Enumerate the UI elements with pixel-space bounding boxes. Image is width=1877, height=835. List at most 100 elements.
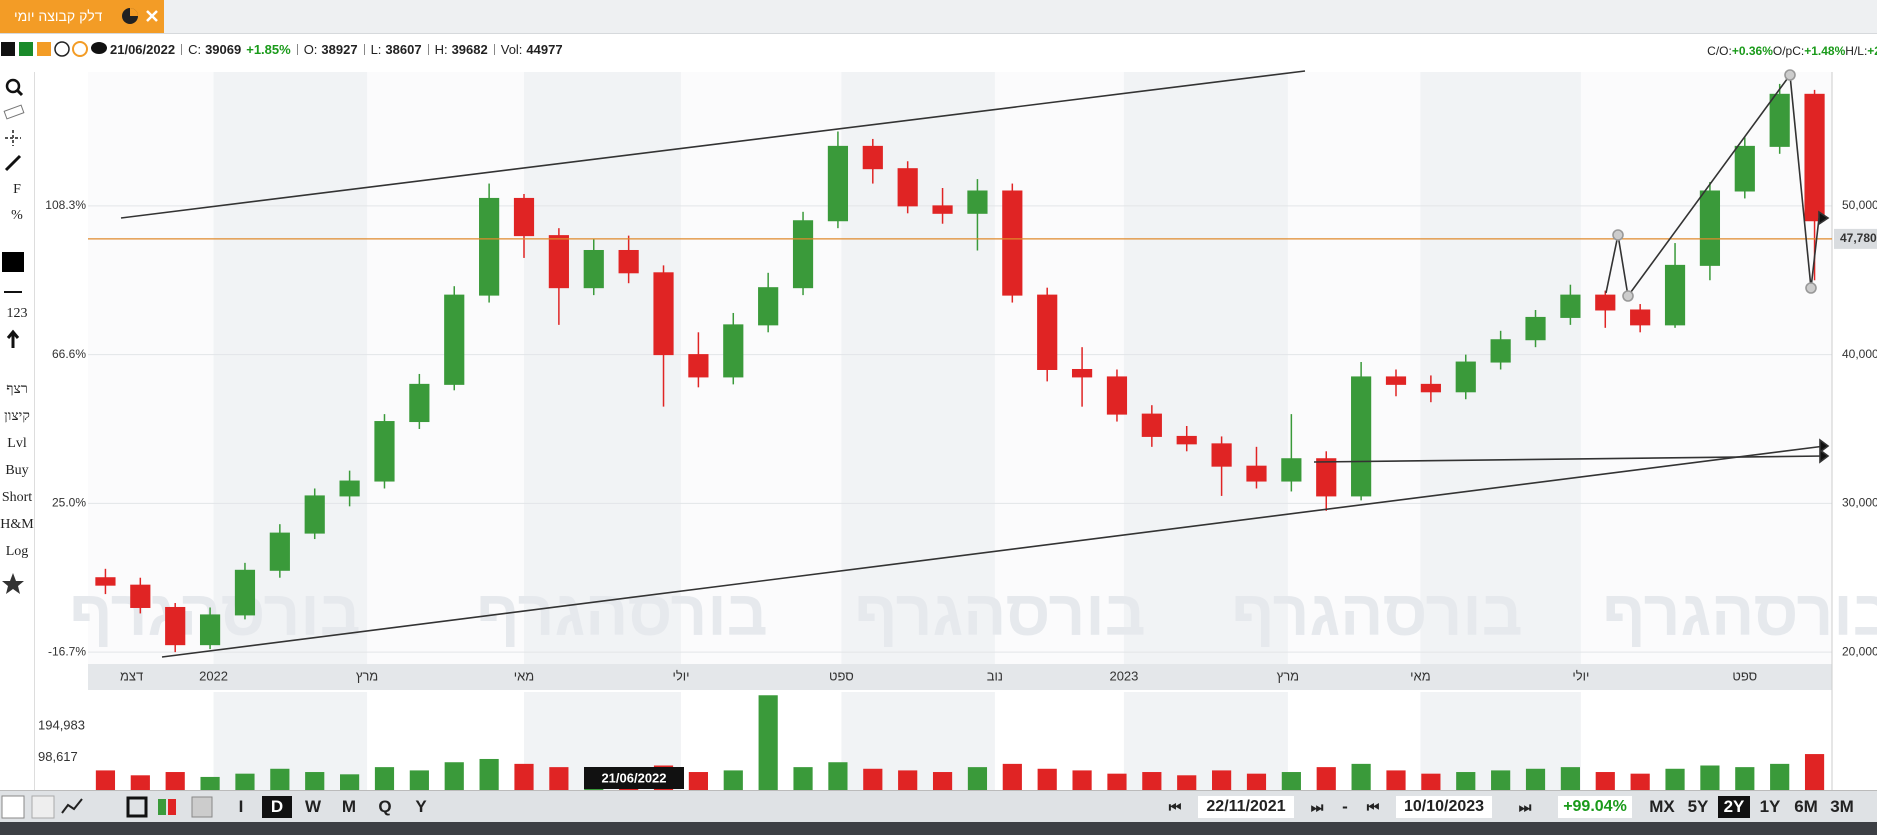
candle-body (688, 354, 709, 378)
ratio-label: H/L: (1845, 44, 1868, 58)
x-tick-label: נוב (987, 668, 1003, 683)
volume-bar (758, 695, 778, 790)
icon[interactable] (31, 795, 55, 819)
pie-icon[interactable] (120, 6, 140, 26)
icon[interactable] (61, 798, 83, 814)
candle-body (1490, 339, 1511, 363)
drawing-handle[interactable] (1612, 229, 1624, 241)
last-price-label: 47,780 (1840, 231, 1877, 245)
x-tick-label: מרץ (1277, 668, 1299, 683)
drawing-handle[interactable] (1622, 290, 1634, 302)
ratio-bar: C/O:+0.36%O/pC:+1.48%H/L:+2.7 (1707, 44, 1877, 58)
icon[interactable] (1, 795, 25, 819)
info-change: +1.85% (246, 42, 291, 57)
volume-bar (130, 775, 150, 790)
icon[interactable] (91, 42, 107, 54)
date-to[interactable]: 10/10/2023 (1396, 796, 1492, 818)
eraser-tool[interactable] (3, 104, 25, 120)
volume-bar (1630, 773, 1650, 790)
x-tick-label: ספט (1732, 668, 1757, 683)
range-button[interactable]: 1Y (1759, 797, 1781, 816)
candle-body (1630, 309, 1651, 326)
info-value: 39069 (205, 42, 242, 57)
period-button[interactable]: Q (378, 797, 392, 816)
range-button[interactable]: 3M (1830, 797, 1854, 816)
tool-button[interactable]: F (13, 182, 21, 197)
candle-body (95, 577, 116, 586)
date-from[interactable]: 22/11/2021 (1198, 796, 1294, 818)
tool-button[interactable]: Log (5, 544, 29, 559)
candle-body (1525, 316, 1546, 341)
close-icon[interactable] (145, 9, 159, 23)
crosshair-tool[interactable] (5, 130, 21, 146)
period-button[interactable]: M (341, 797, 357, 816)
x-tick-label: 2023 (1109, 668, 1138, 683)
tool-button[interactable]: 123 (6, 306, 28, 321)
candle-body (862, 145, 883, 170)
range-button[interactable]: 6M (1794, 797, 1818, 816)
candle-body (234, 569, 256, 616)
trend-line[interactable] (1313, 455, 1826, 463)
volume-bar (1281, 772, 1301, 790)
nav-arrows: ⏭ (1518, 799, 1532, 815)
candle-body (1246, 465, 1267, 482)
month-band (524, 72, 681, 664)
volume-bar (235, 773, 255, 790)
y-tick-label: 30,000 (1842, 496, 1877, 510)
candle-body (932, 205, 953, 214)
volume-bar (1386, 770, 1406, 790)
period-change: +99.04% (1558, 796, 1632, 818)
volume-bar (1072, 770, 1092, 790)
candle-body (723, 324, 744, 378)
search-tool[interactable] (5, 78, 21, 94)
candle-body (444, 294, 465, 385)
icon[interactable] (1, 42, 15, 56)
tool-button[interactable]: H&M (0, 517, 34, 532)
volume-bar (1456, 772, 1476, 790)
save-icon[interactable] (191, 796, 213, 818)
volume-bar (1246, 773, 1267, 790)
period-button[interactable]: W (304, 797, 322, 816)
tool-button[interactable]: Short (1, 490, 33, 505)
favorite[interactable] (0, 571, 34, 597)
volume-tick-label: 98,617 (38, 749, 78, 764)
volume-bar (1700, 765, 1720, 790)
separator (493, 44, 495, 55)
range-button[interactable]: MX (1649, 797, 1675, 816)
candle-body (1769, 93, 1790, 147)
candle-body (1141, 413, 1162, 437)
measure-tool[interactable] (6, 329, 20, 348)
color-tool[interactable] (2, 252, 24, 272)
period-button[interactable]: I (238, 797, 244, 816)
tool-button[interactable]: קיצון (4, 409, 30, 424)
tool-button[interactable]: רצף (6, 382, 28, 397)
icon[interactable] (126, 796, 148, 818)
icon[interactable] (54, 41, 70, 57)
trend-line[interactable] (161, 445, 1826, 658)
icon[interactable] (72, 41, 88, 57)
volume-bar (444, 762, 464, 790)
tool-button[interactable]: % (11, 208, 23, 223)
volume-bar (1595, 772, 1615, 790)
zigzag-drawing[interactable] (1605, 72, 1820, 299)
trend-line[interactable] (120, 70, 1306, 219)
drawing-handle[interactable] (1784, 69, 1796, 81)
icon[interactable] (19, 42, 33, 56)
candle-body (1385, 376, 1407, 385)
candle-body (653, 272, 674, 356)
volume-bar (305, 772, 325, 790)
range-button[interactable]: 2Y (1718, 796, 1750, 818)
period-button[interactable]: Y (415, 797, 427, 816)
tool-button[interactable]: Lvl (7, 436, 27, 451)
line-tool[interactable] (4, 154, 22, 172)
drawing-handle[interactable] (1805, 282, 1817, 294)
tool-button[interactable]: Buy (5, 463, 29, 478)
month-band (1123, 72, 1288, 664)
candle-body (1037, 294, 1058, 370)
period-button[interactable]: D (262, 796, 292, 818)
range-button[interactable]: 5Y (1687, 797, 1709, 816)
tab[interactable]: דלק קבוצה יומי (0, 0, 164, 33)
icon[interactable] (37, 42, 51, 56)
